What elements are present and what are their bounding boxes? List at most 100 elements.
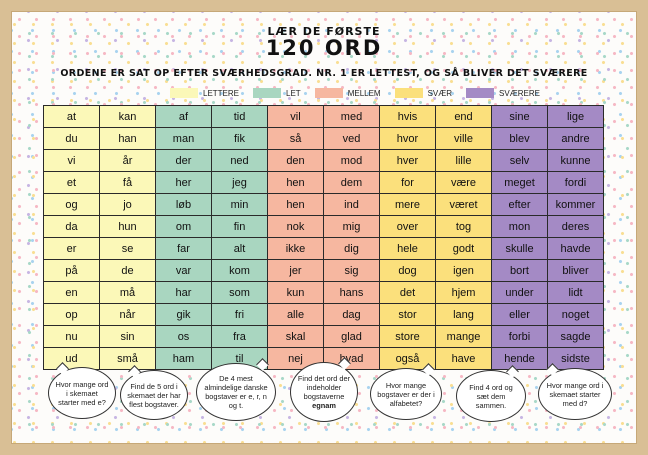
word-cell: ham (155, 347, 212, 370)
word-cell: dem (323, 171, 380, 194)
word-cell: fin (211, 215, 268, 238)
bubble-text: Find de 5 ord i skemaet der har flest bo… (127, 381, 181, 409)
word-cell: noget (547, 303, 604, 326)
word-cell: en (43, 281, 100, 304)
word-cell: mere (379, 193, 436, 216)
legend-item: MELLEM (314, 88, 381, 98)
word-cell: tog (435, 215, 492, 238)
word-cell: ud (43, 347, 100, 370)
legend-swatch (253, 88, 282, 98)
word-cell: dog (379, 259, 436, 282)
word-cell: store (379, 325, 436, 348)
word-cell: jer (267, 259, 324, 282)
word-cell: det (379, 281, 436, 304)
word-cell: andre (547, 127, 604, 150)
word-cell: kan (99, 105, 156, 128)
table-row: på de var kom jer sig dog igen bort bliver (43, 259, 604, 282)
word-cell: har (155, 281, 212, 304)
word-cell: glad (323, 325, 380, 348)
word-cell: løb (155, 193, 212, 216)
question-bubble: Find det ord der indeholder bogstaverne e… (290, 362, 358, 422)
credit-mark (22, 380, 34, 420)
word-cell: ved (323, 127, 380, 150)
word-cell: man (155, 127, 212, 150)
word-cell: gik (155, 303, 212, 326)
legend-label: LET (286, 88, 301, 98)
word-cell: os (155, 325, 212, 348)
word-cell: vil (267, 105, 324, 128)
word-cell: tid (211, 105, 268, 128)
table-row: nu sin os fra skal glad store mange forbi sagde (43, 325, 604, 348)
word-cell: op (43, 303, 100, 326)
word-cell: hvis (379, 105, 436, 128)
title-main: 120 ORD (265, 36, 383, 60)
legend-swatch (466, 88, 495, 98)
word-cell: skulle (491, 237, 548, 260)
word-cell: af (155, 105, 212, 128)
word-cell: hende (491, 347, 548, 370)
word-cell: få (99, 171, 156, 194)
word-cell: sidste (547, 347, 604, 370)
word-cell: lidt (547, 281, 604, 304)
word-cell: jeg (211, 171, 268, 194)
word-cell: med (323, 105, 380, 128)
word-cell: også (379, 347, 436, 370)
word-cell: efter (491, 193, 548, 216)
word-cell: bliver (547, 259, 604, 282)
word-cell: alt (211, 237, 268, 260)
question-bubble: Hvor mange bogstaver er der i alfabetet? (370, 368, 442, 420)
word-cell: et (43, 171, 100, 194)
word-cell: kommer (547, 193, 604, 216)
word-cell: år (99, 149, 156, 172)
word-cell: at (43, 105, 100, 128)
word-cell: lille (435, 149, 492, 172)
legend-swatch (170, 88, 198, 98)
word-cell: skal (267, 325, 324, 348)
word-cell: så (267, 127, 324, 150)
word-cell: hen (267, 193, 324, 216)
word-cell: været (435, 193, 492, 216)
question-bubble: De 4 mest almindelige danske bogstaver e… (196, 363, 276, 421)
word-cell: stor (379, 303, 436, 326)
legend-label: SVÆR (427, 88, 453, 98)
table-row: et få her jeg hen dem for være meget fordi (43, 171, 604, 194)
bubble-bold-word: egnam (312, 401, 336, 410)
word-cell: og (43, 193, 100, 216)
word-cell: hver (379, 149, 436, 172)
word-cell: må (99, 281, 156, 304)
word-cell: end (435, 105, 492, 128)
word-cell: hans (323, 281, 380, 304)
word-cell: deres (547, 215, 604, 238)
word-cell: mange (435, 325, 492, 348)
word-cell: hele (379, 237, 436, 260)
word-cell: de (99, 259, 156, 282)
word-cell: vi (43, 149, 100, 172)
table-row: er se far alt ikke dig hele godt skulle havde (43, 237, 604, 260)
word-cell: små (99, 347, 156, 370)
word-cell: forbi (491, 325, 548, 348)
bubble-text: De 4 mest almindelige danske bogstaver e… (204, 374, 268, 410)
question-bubble: Hvor mange ord i skemaet starter med d? (538, 368, 612, 420)
word-cell: mon (491, 215, 548, 238)
word-cell: ned (211, 149, 268, 172)
word-cell: er (43, 237, 100, 260)
bubble-text: Hvor mange ord i skemaet starter med e? (55, 379, 109, 407)
table-row: og jo løb min hen ind mere været efter kommer (43, 193, 604, 216)
word-cell: alle (267, 303, 324, 326)
legend: LETTERE LET MELLEM SVÆR SVÆRERE (170, 86, 554, 100)
word-cell: fordi (547, 171, 604, 194)
word-cell: hjem (435, 281, 492, 304)
bubble-text: Hvor mange ord i skemaet starter med d? (546, 380, 604, 408)
table-row: vi år der ned den mod hver lille selv kunne (43, 149, 604, 172)
word-cell: som (211, 281, 268, 304)
table-row: ud små ham til nej hvad også have hende sidste (43, 347, 604, 370)
word-cell: over (379, 215, 436, 238)
bubble-text: Hvor mange bogstaver er der i alfabetet? (377, 380, 435, 408)
word-cell: hvor (379, 127, 436, 150)
word-cell: blev (491, 127, 548, 150)
legend-item: SVÆR (394, 88, 453, 98)
question-bubble: Find 4 ord og sæt dem sammen. (456, 370, 526, 422)
table-row: da hun om fin nok mig over tog mon deres (43, 215, 604, 238)
word-cell: fra (211, 325, 268, 348)
word-cell: mod (323, 149, 380, 172)
